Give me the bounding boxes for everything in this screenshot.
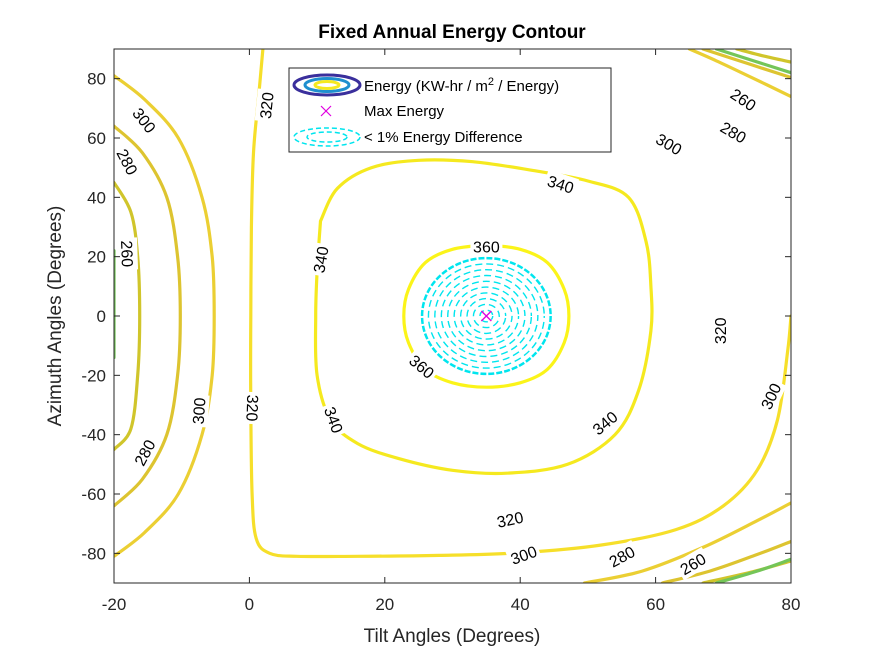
contour-line-260 (735, 49, 791, 64)
contour-label: 340 (319, 401, 349, 439)
y-tick-label: 20 (87, 248, 106, 267)
legend-max-energy-marker (320, 105, 332, 117)
legend-energy-swatch (292, 73, 362, 97)
y-tick-label: -60 (81, 485, 106, 504)
contour-label-text: 360 (473, 239, 500, 256)
contour-line-300 (114, 74, 216, 558)
y-tick-label: -20 (81, 366, 106, 385)
contour-line-300 (687, 49, 791, 99)
contour-line-280 (701, 49, 791, 80)
contour-label-text: 300 (191, 397, 210, 425)
contour-line-260 (114, 180, 142, 452)
x-axis-label: Tilt Angles (Degrees) (364, 626, 541, 647)
x-tick-label: 20 (375, 595, 394, 614)
contour-label: 320 (254, 88, 278, 123)
contour-line-280 (114, 124, 182, 508)
contour-label-text: 260 (117, 240, 135, 267)
y-tick-label: 0 (97, 307, 106, 326)
contour-label: 320 (242, 391, 264, 425)
contour-label-text: 320 (258, 91, 278, 119)
max-energy-marker (480, 310, 492, 322)
tolerance-ring (427, 263, 545, 369)
contour-label-text: 340 (311, 245, 332, 274)
y-axis-label: Azimuth Angles (Degrees) (45, 206, 66, 427)
contour-label: 260 (116, 237, 139, 271)
tolerance-ring (420, 256, 552, 376)
chart-title: Fixed Annual Energy Contour (318, 22, 586, 43)
legend-energy-label: Energy (KW-hr / m2 / Energy) (364, 76, 559, 95)
contour-label: 300 (187, 394, 210, 428)
axis-ticks: -20 0 20 40 60 80 -80 -60 -40 -20 0 20 40 60 80 (81, 49, 800, 614)
legend-max-energy-label: Max Energy (364, 103, 445, 120)
contour-line-360 (402, 243, 571, 389)
tolerance-ring (440, 274, 533, 358)
contour-label: 360 (470, 236, 503, 257)
tolerance-ring (466, 297, 507, 335)
contour-lines (114, 49, 791, 583)
contour-label-text: 320 (713, 317, 730, 344)
y-tick-label: 40 (87, 188, 106, 207)
x-tick-label: -20 (102, 595, 127, 614)
tolerance-ring (459, 292, 513, 340)
max-energy-markers (480, 310, 492, 322)
y-tick-label: -80 (81, 544, 106, 563)
contour-label: 340 (307, 242, 334, 278)
y-tick-label: 60 (87, 129, 106, 148)
contour-line-300 (582, 501, 791, 583)
legend-tolerance-swatch (293, 127, 361, 147)
x-tick-label: 80 (782, 595, 801, 614)
legend-tolerance-label: < 1% Energy Difference (364, 129, 523, 146)
contour-label-text: 320 (495, 510, 525, 532)
tolerance-ring (434, 269, 539, 364)
contour-label: 320 (709, 314, 730, 347)
contour-line-240 (714, 557, 791, 583)
tolerance-ring (479, 309, 494, 323)
tolerance-ring (447, 280, 526, 352)
tolerance-ring (472, 303, 500, 329)
contour-line-320 (249, 49, 791, 559)
legend: Energy (KW-hr / m2 / Energy) Max Energy … (288, 67, 612, 153)
tolerance-ring (453, 286, 520, 346)
contour-label-text: 320 (242, 394, 260, 421)
x-tick-label: 60 (646, 595, 665, 614)
y-tick-label: -40 (81, 426, 106, 445)
contour-line-240 (714, 49, 791, 75)
y-tick-label: 80 (87, 70, 106, 89)
contour-label: 320 (492, 506, 528, 533)
x-tick-label: 0 (245, 595, 254, 614)
x-tick-label: 40 (511, 595, 530, 614)
